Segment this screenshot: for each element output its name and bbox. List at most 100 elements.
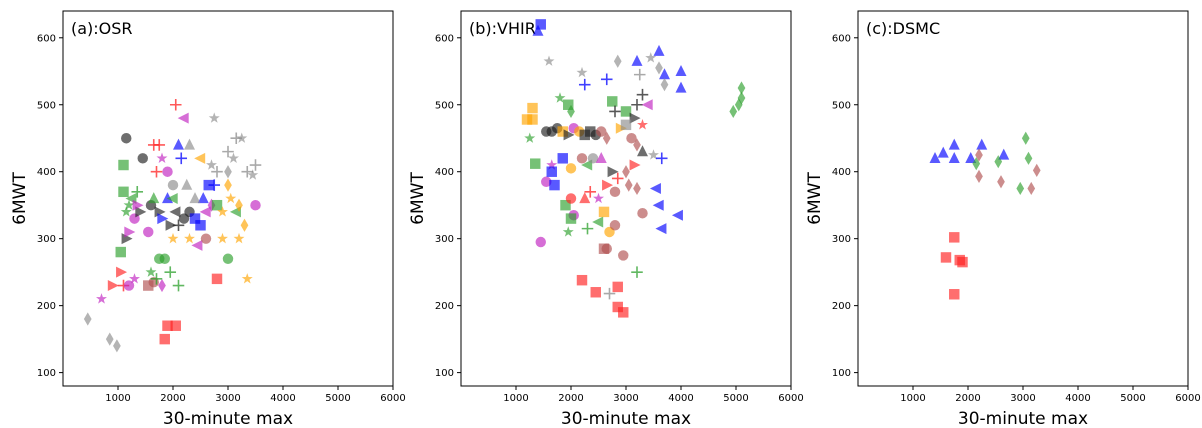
y-tick-label: 600 xyxy=(832,33,851,44)
data-point-tri-right xyxy=(602,179,614,191)
data-point-diamond xyxy=(158,278,166,293)
x-tick-label: 6000 xyxy=(380,393,405,404)
data-point-tri-up xyxy=(653,44,665,56)
data-point-plus xyxy=(172,279,185,292)
data-point-star xyxy=(208,112,220,123)
data-point-tri-left xyxy=(592,216,604,228)
data-point-square xyxy=(143,280,154,291)
data-point-tri-right xyxy=(116,266,128,278)
data-point-tri-up xyxy=(937,146,949,158)
data-point-diamond xyxy=(655,61,663,75)
x-axis-label: 30-minute max xyxy=(561,409,691,428)
data-point-star xyxy=(546,159,558,170)
data-point-star xyxy=(217,232,228,244)
data-point-star xyxy=(236,132,248,143)
data-point-square xyxy=(620,106,632,117)
data-point-diamond xyxy=(1021,131,1030,145)
data-point-square xyxy=(527,102,538,114)
y-tick-label: 100 xyxy=(435,368,454,379)
data-point-diamond xyxy=(1024,151,1033,165)
data-point-circle xyxy=(587,153,599,164)
data-point-square xyxy=(949,232,960,243)
data-point-tri-left xyxy=(581,159,593,171)
data-point-circle xyxy=(535,236,546,248)
data-point-diamond xyxy=(975,169,983,184)
data-point-square xyxy=(618,307,629,318)
data-point-square xyxy=(211,199,223,211)
y-tick-label: 400 xyxy=(37,167,56,178)
data-point-tri-right xyxy=(563,129,575,141)
data-point-plus xyxy=(655,152,668,165)
data-point-star xyxy=(233,232,245,244)
data-point-star xyxy=(543,55,555,66)
data-point-plus xyxy=(631,98,643,111)
data-point-tri-up xyxy=(675,64,687,76)
data-point-tri-left xyxy=(199,206,211,218)
x-tick-label: 2000 xyxy=(160,393,185,404)
data-point-square xyxy=(598,206,610,218)
y-tick-label: 500 xyxy=(435,100,454,111)
plot-area-frame xyxy=(460,10,792,387)
panel-title: (b):VHIR xyxy=(469,19,536,38)
data-point-plus xyxy=(631,266,643,278)
data-point-tri-up xyxy=(948,151,960,163)
data-point-tri-up xyxy=(631,54,643,66)
x-tick-label: 3000 xyxy=(215,393,240,404)
data-point-plus xyxy=(150,165,163,178)
data-point-square xyxy=(530,158,541,169)
data-point-circle xyxy=(609,186,621,198)
data-point-circle xyxy=(596,126,607,137)
data-point-tri-right xyxy=(157,213,169,225)
data-point-star xyxy=(554,92,566,103)
data-point-tri-up xyxy=(184,138,195,150)
plot-area-frame xyxy=(857,10,1189,387)
data-point-star xyxy=(524,132,536,143)
data-point-plus xyxy=(153,139,166,151)
data-point-plus xyxy=(609,105,621,118)
y-tick-label: 500 xyxy=(37,100,56,111)
data-point-square xyxy=(590,287,601,298)
data-point-square xyxy=(585,126,596,137)
data-point-plus xyxy=(636,88,649,101)
data-point-star xyxy=(123,199,135,210)
data-point-tri-right xyxy=(629,112,641,124)
data-point-circle xyxy=(565,193,577,204)
data-point-circle xyxy=(222,253,234,264)
data-point-square xyxy=(527,114,538,125)
data-point-star xyxy=(637,119,648,130)
x-tick-label: 5000 xyxy=(1120,393,1145,404)
data-point-square xyxy=(521,114,533,125)
x-tick-label: 2000 xyxy=(955,393,980,404)
data-point-diamond xyxy=(105,332,114,346)
data-point-plus xyxy=(172,219,185,232)
data-point-tri-left xyxy=(641,99,653,111)
data-point-tri-right xyxy=(607,166,619,178)
data-point-square xyxy=(549,179,560,191)
y-tick-label: 500 xyxy=(832,100,851,111)
y-tick-label: 300 xyxy=(37,234,56,245)
data-point-tri-right xyxy=(135,206,147,218)
data-point-tri-up xyxy=(189,192,201,204)
data-point-diamond xyxy=(113,339,121,353)
data-point-plus xyxy=(150,273,163,285)
data-point-star xyxy=(167,232,179,244)
x-tick-label: 5000 xyxy=(723,393,748,404)
data-point-star xyxy=(217,206,228,217)
data-point-square xyxy=(612,281,623,293)
data-point-tri-up xyxy=(929,151,941,163)
data-point-tri-up xyxy=(998,148,1010,160)
x-tick-label: 3000 xyxy=(613,393,638,404)
y-tick-label: 300 xyxy=(832,234,851,245)
data-point-circle xyxy=(626,133,637,144)
data-point-circle xyxy=(576,153,588,164)
data-point-diamond xyxy=(997,175,1005,189)
data-point-tri-right xyxy=(165,219,177,231)
data-point-diamond xyxy=(633,181,641,196)
data-point-diamond xyxy=(567,104,575,119)
y-tick-label: 100 xyxy=(37,368,56,379)
data-point-square xyxy=(195,220,206,231)
panel-title: (c):DSMC xyxy=(866,19,940,38)
data-point-diamond xyxy=(235,198,243,212)
x-tick-label: 6000 xyxy=(1175,393,1200,404)
data-point-tri-left xyxy=(194,152,206,164)
